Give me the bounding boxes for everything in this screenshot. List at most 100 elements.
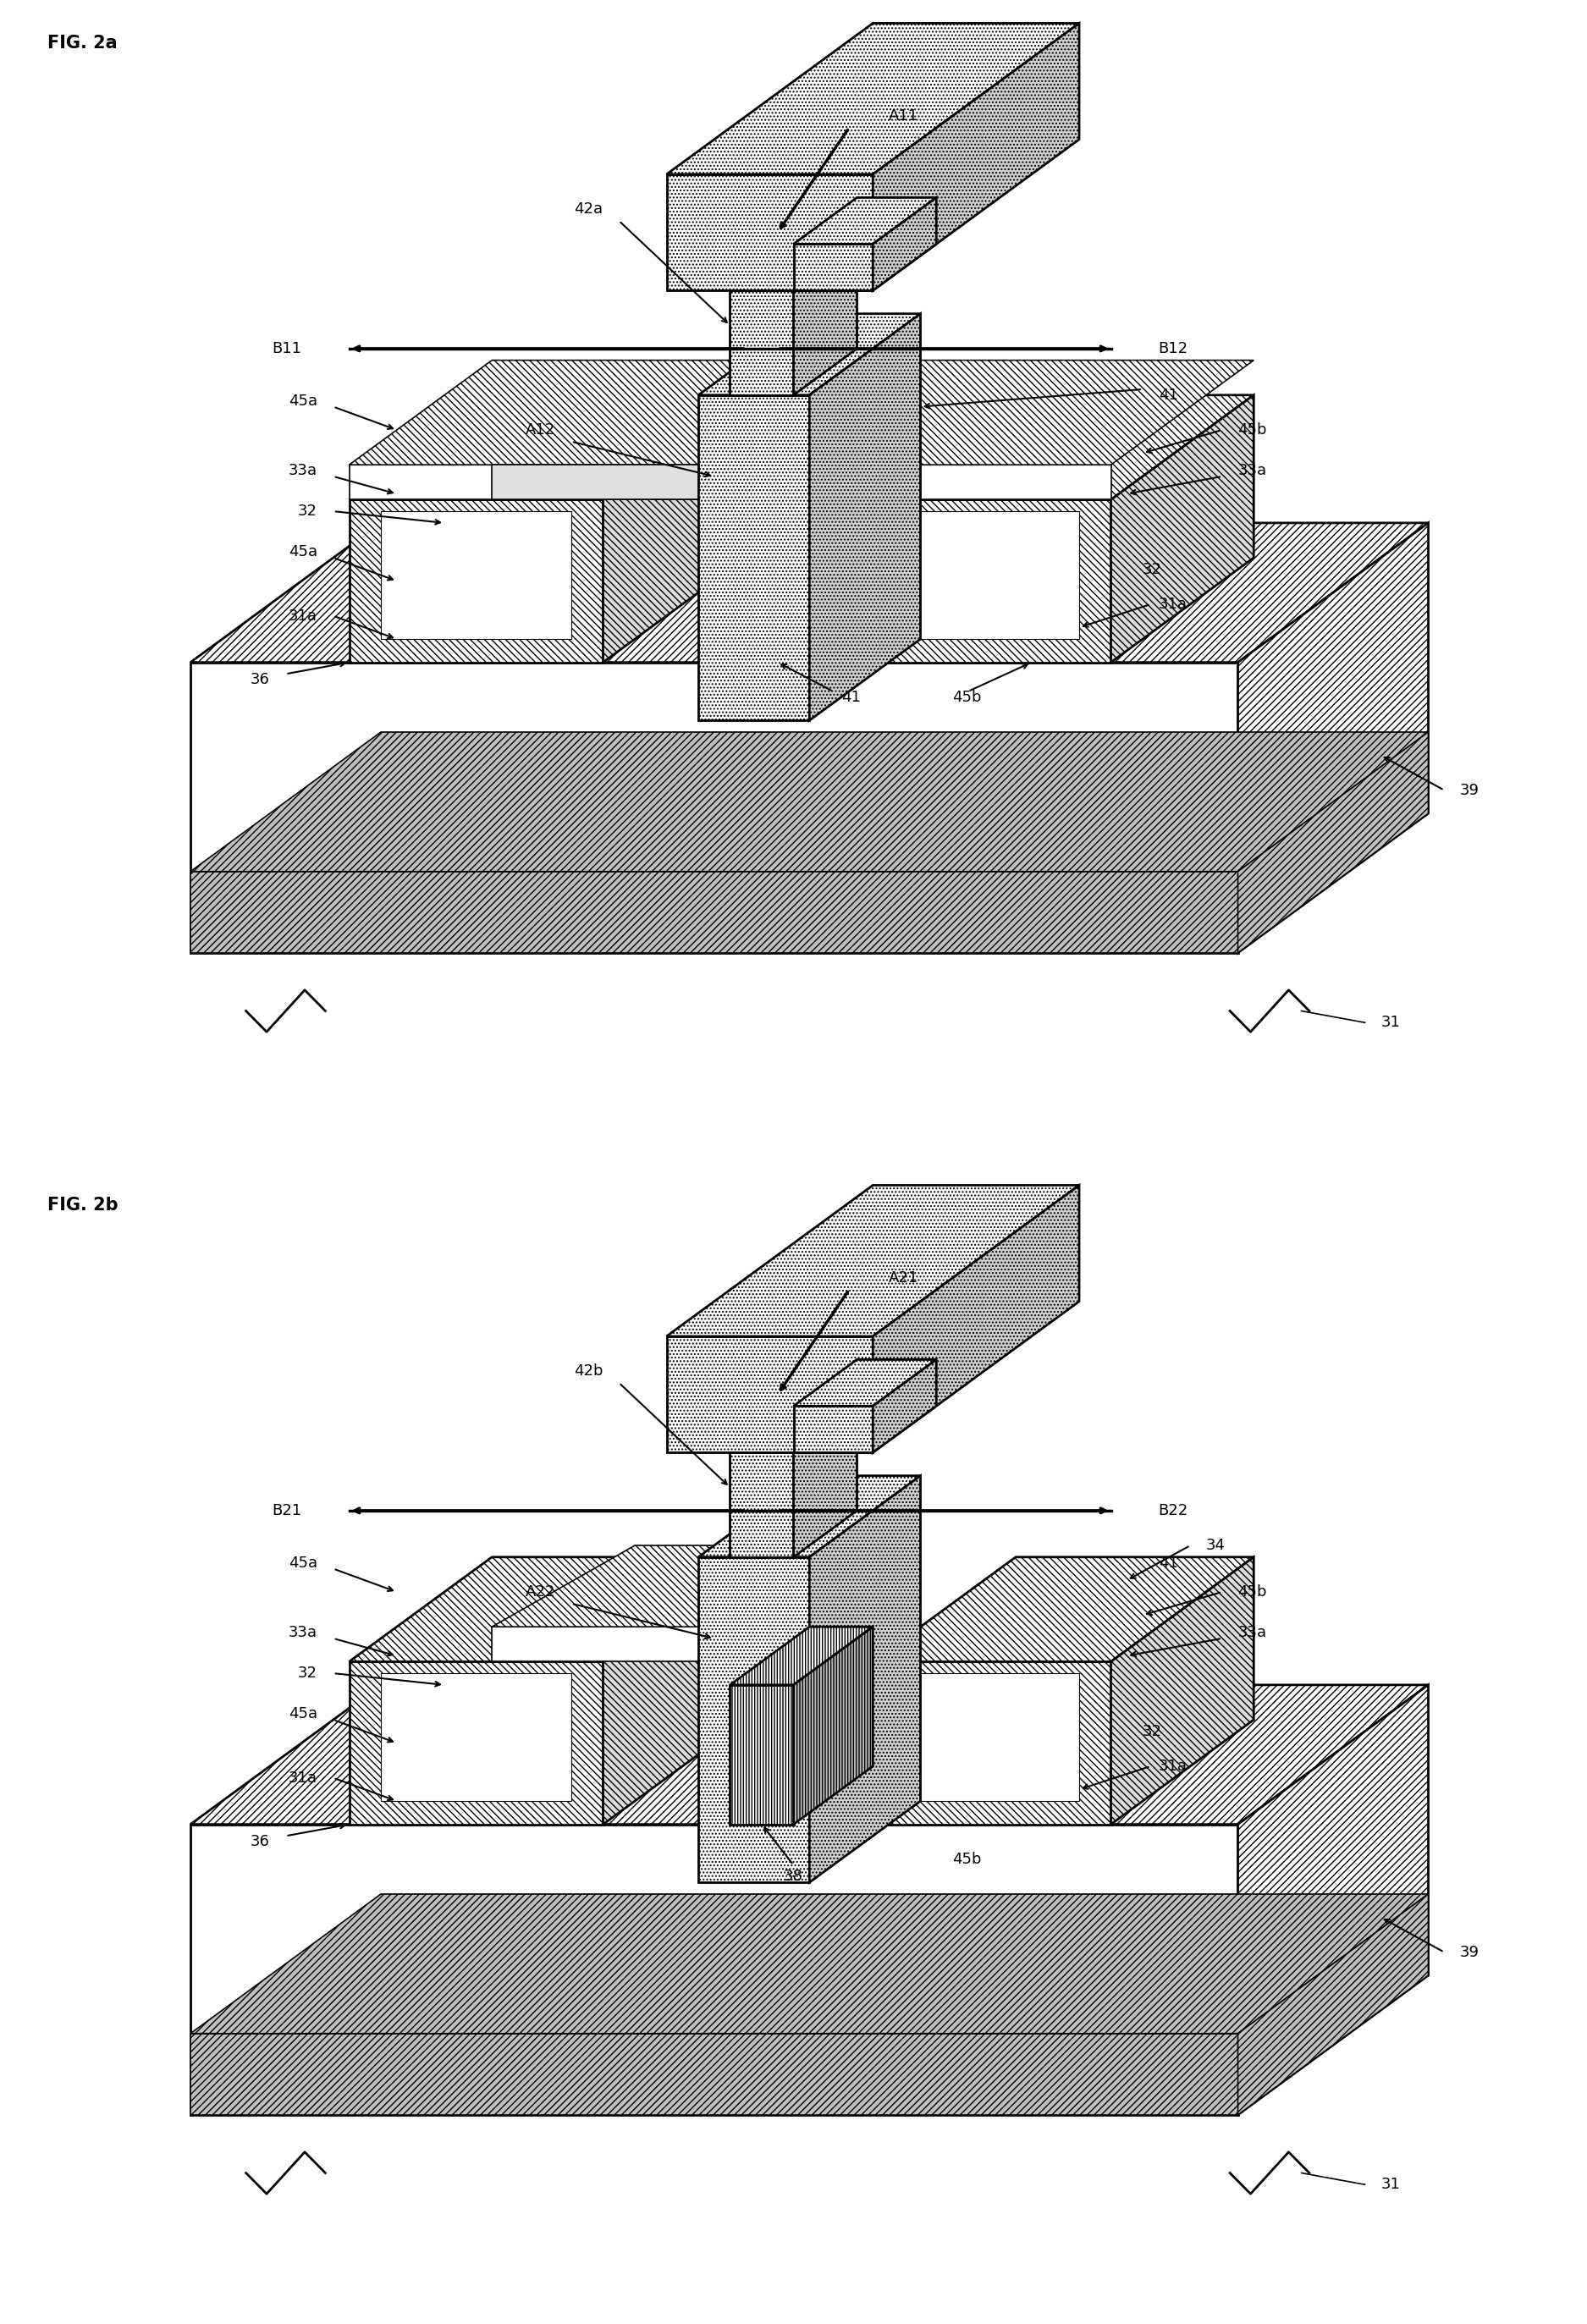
Polygon shape xyxy=(794,1406,857,1557)
Text: 45b: 45b xyxy=(1238,1585,1266,1599)
Polygon shape xyxy=(905,1673,1079,1801)
Polygon shape xyxy=(873,1185,1079,1452)
Text: 33a: 33a xyxy=(1238,462,1266,479)
Text: FIG. 2a: FIG. 2a xyxy=(48,35,117,51)
Text: 31a: 31a xyxy=(289,609,317,623)
Text: 33a: 33a xyxy=(289,462,317,479)
Text: 42b: 42b xyxy=(574,1364,603,1378)
Polygon shape xyxy=(349,1662,603,1824)
Polygon shape xyxy=(730,1406,857,1452)
Polygon shape xyxy=(794,244,857,395)
Text: 31: 31 xyxy=(1381,1016,1400,1030)
Text: 32: 32 xyxy=(298,1666,317,1680)
Polygon shape xyxy=(190,1894,1428,2034)
Polygon shape xyxy=(794,1360,936,1406)
Polygon shape xyxy=(492,1627,873,1662)
Text: 31a: 31a xyxy=(1159,1759,1187,1773)
Polygon shape xyxy=(603,1557,746,1824)
Text: 45b: 45b xyxy=(1238,423,1266,437)
Polygon shape xyxy=(794,198,936,244)
Polygon shape xyxy=(730,290,794,395)
Polygon shape xyxy=(1238,1894,1428,2115)
Polygon shape xyxy=(492,1545,857,1627)
Text: 34: 34 xyxy=(1206,1538,1225,1552)
Polygon shape xyxy=(873,1360,936,1452)
Text: 39: 39 xyxy=(1460,1945,1479,1959)
Text: 36: 36 xyxy=(251,1834,270,1850)
Polygon shape xyxy=(667,174,873,290)
Polygon shape xyxy=(873,1662,1111,1824)
Polygon shape xyxy=(603,395,746,662)
Polygon shape xyxy=(381,1673,571,1801)
Text: 42a: 42a xyxy=(574,202,603,216)
Text: A11: A11 xyxy=(889,109,919,123)
Polygon shape xyxy=(730,244,857,290)
Polygon shape xyxy=(730,1452,794,1557)
Polygon shape xyxy=(190,872,1238,953)
Text: 45a: 45a xyxy=(289,1706,317,1722)
Polygon shape xyxy=(873,500,1111,662)
Polygon shape xyxy=(349,360,1254,465)
Polygon shape xyxy=(667,23,1079,174)
Polygon shape xyxy=(794,1406,873,1452)
Text: B22: B22 xyxy=(1159,1504,1189,1518)
Polygon shape xyxy=(873,1557,1254,1662)
Polygon shape xyxy=(730,1685,794,1824)
Polygon shape xyxy=(190,2034,1238,2115)
Text: B11: B11 xyxy=(271,342,302,356)
Text: 45b: 45b xyxy=(952,690,981,704)
Text: 36: 36 xyxy=(251,672,270,688)
Text: 41: 41 xyxy=(841,690,860,704)
Text: 38: 38 xyxy=(784,1868,803,1885)
Polygon shape xyxy=(1238,523,1428,953)
Polygon shape xyxy=(667,1336,873,1452)
Text: A21: A21 xyxy=(889,1271,919,1285)
Text: 32: 32 xyxy=(298,504,317,518)
Text: 41: 41 xyxy=(1159,388,1178,402)
Polygon shape xyxy=(698,1557,809,1882)
Text: FIG. 2b: FIG. 2b xyxy=(48,1197,119,1213)
Text: 31a: 31a xyxy=(1159,597,1187,611)
Text: A22: A22 xyxy=(525,1585,555,1599)
Polygon shape xyxy=(698,314,920,395)
Polygon shape xyxy=(667,1185,1079,1336)
Text: 41: 41 xyxy=(1159,1555,1178,1571)
Text: 45a: 45a xyxy=(289,393,317,409)
Polygon shape xyxy=(809,1476,920,1882)
Polygon shape xyxy=(809,314,920,720)
Text: 39: 39 xyxy=(1460,783,1479,797)
Polygon shape xyxy=(349,1557,746,1662)
Text: 31: 31 xyxy=(1381,2178,1400,2192)
Polygon shape xyxy=(1238,732,1428,953)
Polygon shape xyxy=(190,523,1428,662)
Polygon shape xyxy=(190,662,1238,953)
Polygon shape xyxy=(1111,1557,1254,1824)
Text: A12: A12 xyxy=(525,423,555,437)
Polygon shape xyxy=(905,511,1079,639)
Polygon shape xyxy=(492,465,873,500)
Polygon shape xyxy=(190,1824,1238,2115)
Text: 45a: 45a xyxy=(289,544,317,560)
Polygon shape xyxy=(190,732,1428,872)
Text: B21: B21 xyxy=(271,1504,302,1518)
Text: 45b: 45b xyxy=(952,1852,981,1866)
Polygon shape xyxy=(698,1476,920,1557)
Polygon shape xyxy=(190,1685,1428,1824)
Polygon shape xyxy=(873,198,936,290)
Polygon shape xyxy=(349,395,746,500)
Polygon shape xyxy=(794,244,873,290)
Polygon shape xyxy=(698,395,809,720)
Text: 32: 32 xyxy=(1143,1724,1162,1738)
Text: 33a: 33a xyxy=(1238,1624,1266,1641)
Text: B12: B12 xyxy=(1159,342,1189,356)
Text: 31a: 31a xyxy=(289,1771,317,1785)
Text: 45a: 45a xyxy=(289,1555,317,1571)
Text: 33a: 33a xyxy=(289,1624,317,1641)
Polygon shape xyxy=(873,23,1079,290)
Polygon shape xyxy=(381,511,571,639)
Polygon shape xyxy=(794,1627,873,1824)
Polygon shape xyxy=(873,395,1254,500)
Polygon shape xyxy=(1238,1685,1428,2115)
Polygon shape xyxy=(730,1627,873,1685)
Text: 32: 32 xyxy=(1143,562,1162,576)
